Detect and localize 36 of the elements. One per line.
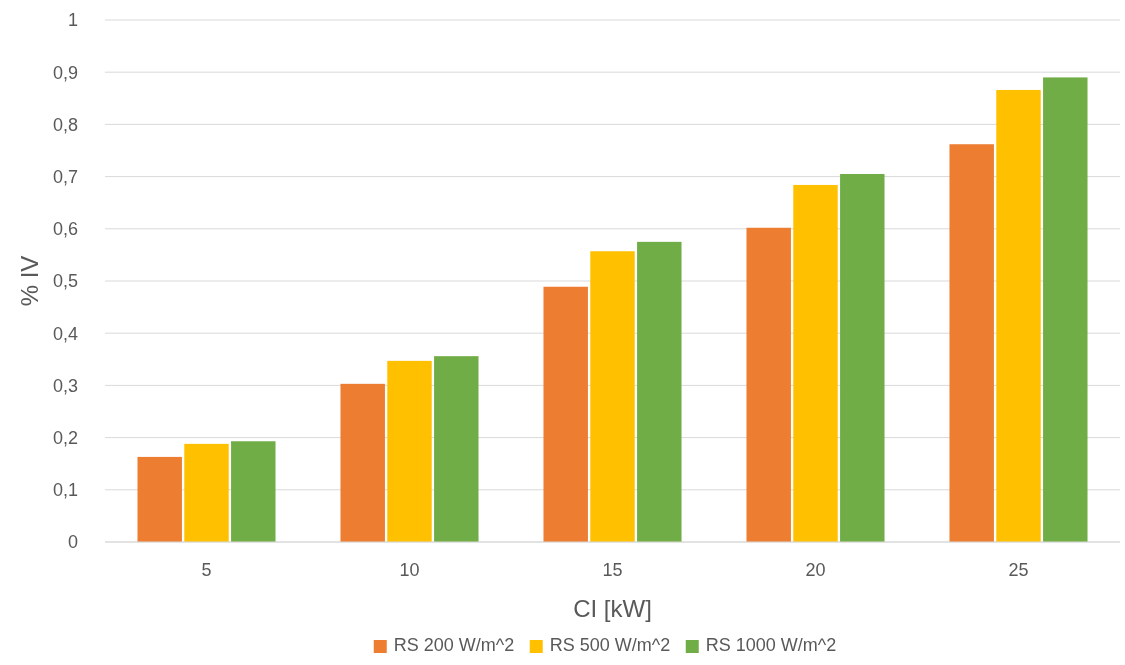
bar [340, 383, 385, 542]
bar [637, 241, 682, 542]
bar [184, 443, 229, 542]
bar [387, 360, 432, 542]
x-tick-label: 5 [201, 560, 212, 580]
bar [137, 456, 182, 542]
y-tick-label: 1 [67, 10, 78, 31]
y-tick-label: 0,3 [52, 375, 78, 396]
bar [434, 356, 479, 542]
x-tick-label: 15 [602, 560, 623, 580]
bar [949, 144, 994, 542]
legend-label: RS 500 W/m^2 [549, 635, 671, 655]
y-tick-label: 0,4 [52, 323, 78, 344]
x-tick-label: 25 [1008, 560, 1029, 580]
bar [840, 173, 885, 542]
legend-label: RS 1000 W/m^2 [705, 635, 837, 655]
y-tick-label: 0,7 [52, 166, 78, 187]
y-tick-label: 0,1 [52, 480, 78, 501]
x-tick-label: 20 [805, 560, 826, 580]
y-tick-label: 0,2 [52, 427, 78, 448]
bar [996, 89, 1041, 542]
bar [590, 251, 635, 542]
bar [793, 184, 838, 542]
bar [543, 286, 588, 542]
bar [1043, 77, 1088, 542]
y-axis-title: % IV [16, 255, 43, 307]
y-tick-label: 0 [67, 532, 78, 553]
y-tick-label: 0,5 [52, 271, 78, 292]
y-tick-label: 0,8 [52, 114, 78, 135]
bar [231, 441, 276, 542]
legend-label: RS 200 W/m^2 [393, 635, 515, 655]
x-axis-title: CI [kW] [573, 595, 652, 622]
x-tick-label: 10 [399, 560, 420, 580]
bar [746, 227, 791, 542]
y-tick-label: 0,9 [52, 62, 78, 83]
y-tick-label: 0,6 [52, 219, 78, 240]
